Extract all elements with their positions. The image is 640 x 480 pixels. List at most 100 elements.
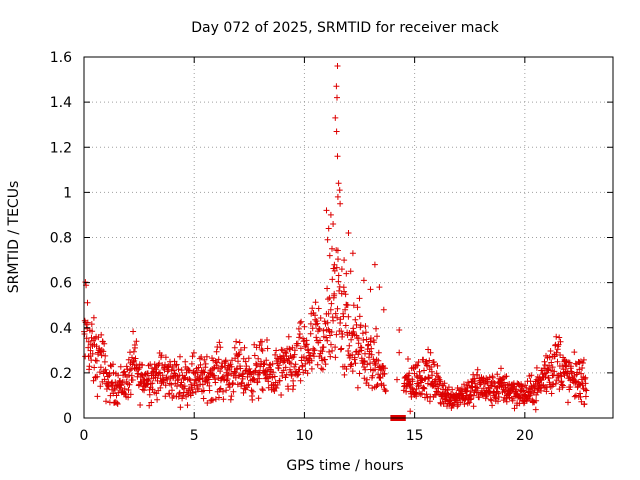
data-point [336, 287, 343, 294]
data-point [375, 349, 382, 356]
data-point [322, 361, 329, 368]
data-point [100, 348, 107, 355]
data-point [582, 393, 589, 400]
data-point [155, 370, 162, 377]
data-point [272, 351, 279, 358]
data-point [409, 378, 416, 385]
data-point [308, 365, 315, 372]
data-point [166, 391, 173, 398]
grid [84, 57, 613, 418]
data-point [201, 369, 208, 376]
data-point [356, 313, 363, 320]
data-point [548, 359, 555, 366]
x-tick-label: 0 [80, 428, 89, 444]
y-tick-label: 1.2 [50, 140, 72, 156]
data-point [133, 338, 140, 345]
data-point [121, 385, 128, 392]
data-point [484, 378, 491, 385]
data-point [242, 367, 249, 374]
data-point [128, 372, 135, 379]
data-point [237, 347, 244, 353]
data-point [312, 299, 319, 306]
data-point [319, 366, 326, 373]
data-point [470, 403, 477, 410]
data-point [126, 381, 133, 388]
data-point [277, 355, 284, 362]
data-point [554, 358, 561, 365]
y-tick-label: 1 [63, 185, 72, 201]
data-point [171, 358, 178, 365]
data-point [315, 305, 322, 312]
data-point [213, 348, 220, 355]
data-point [425, 346, 432, 353]
data-point [309, 325, 316, 332]
data-point [298, 318, 305, 325]
data-point [533, 391, 540, 398]
data-point [441, 380, 448, 387]
data-point [343, 366, 350, 372]
data-point [239, 375, 246, 382]
y-tick-label: 0.2 [50, 366, 72, 382]
data-point [213, 362, 220, 369]
data-point [125, 394, 132, 401]
data-point [434, 373, 441, 380]
data-point [437, 399, 444, 406]
data-point [215, 356, 222, 363]
data-point [495, 394, 502, 400]
data-point [198, 354, 205, 360]
data-point [253, 362, 260, 368]
data-point [297, 320, 304, 326]
data-point [303, 342, 309, 348]
data-point [542, 362, 549, 368]
data-point [264, 345, 271, 352]
data-point [125, 387, 132, 393]
data-point [303, 341, 310, 348]
data-point [276, 362, 282, 369]
data-point [362, 323, 369, 330]
data-point [216, 394, 222, 401]
data-point [396, 349, 403, 356]
data-point [336, 187, 343, 194]
data-point [264, 337, 270, 343]
data-point [160, 379, 167, 386]
data-point [252, 367, 259, 374]
data-point [310, 345, 317, 352]
data-point [311, 347, 318, 354]
data-point [175, 366, 182, 373]
data-point [212, 379, 219, 386]
data-point [360, 277, 367, 284]
data-point [546, 362, 553, 369]
data-point [467, 396, 474, 403]
data-point [566, 359, 573, 366]
data-point [412, 361, 419, 368]
data-point [141, 387, 148, 394]
data-point [233, 338, 240, 345]
data-point [367, 286, 374, 293]
data-point [94, 373, 101, 380]
data-point [249, 396, 256, 403]
data-point [296, 334, 303, 341]
data-point [412, 389, 419, 396]
data-point [374, 333, 380, 340]
data-point [334, 63, 341, 69]
data-point [257, 363, 264, 370]
data-point [84, 299, 91, 306]
data-point [259, 347, 266, 354]
data-point [330, 221, 337, 227]
data-point [343, 270, 350, 277]
data-point [559, 382, 566, 389]
data-point [255, 395, 262, 402]
data-point [362, 366, 369, 373]
data-point [117, 363, 124, 370]
data-point [352, 316, 359, 323]
data-point [335, 256, 341, 263]
data-point [534, 389, 541, 396]
data-point [433, 370, 440, 377]
data-point [473, 384, 480, 391]
data-point [130, 348, 137, 355]
data-point [189, 353, 196, 360]
data-point [250, 375, 257, 382]
data-point [98, 352, 105, 359]
data-point [578, 370, 585, 377]
data-point [102, 366, 109, 373]
